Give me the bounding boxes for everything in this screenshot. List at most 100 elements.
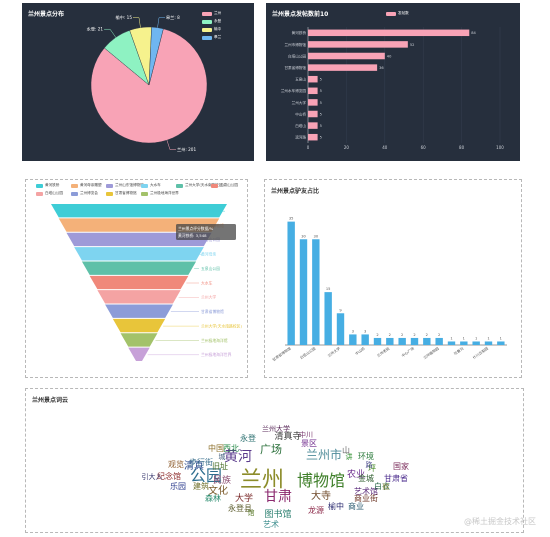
- pie-label-line: [166, 140, 177, 150]
- funnel-legend-item[interactable]: 白塔山公园: [36, 191, 63, 196]
- wordcloud-word: 文化: [208, 484, 228, 497]
- funnel-chart-panel: 黄河铁桥 黄河母亲雕塑 兰州山东馆博物馆 大水车 兰州大学(天水南路校区) 五泉山公园白塔…: [25, 179, 248, 378]
- funnel-level: [81, 261, 197, 275]
- pie-legend-label: 永登: [214, 19, 222, 23]
- x-tick-label: 兰州大学: [326, 345, 341, 358]
- ratio-bar-panel: 兰州景点驴友占比 35 30 30 15 9 3 3 2 2 2 2 2 2 1 1 1 1 1 甘肃省博物馆 白塔山…: [264, 179, 522, 378]
- wordcloud-word: 馆: [248, 508, 255, 517]
- funnel-legend-label: 大水车: [150, 183, 161, 187]
- bar: [312, 239, 320, 345]
- funnel-level-label: 兰州极地海洋世界: [201, 352, 232, 357]
- bar-value-label: 35: [289, 217, 294, 221]
- funnel-legend-label: 甘肃省博物馆: [115, 191, 137, 195]
- funnel-level: [66, 232, 212, 247]
- funnel-legend-swatch: [71, 183, 78, 188]
- funnel-legend-label: 白塔山公园: [45, 191, 63, 195]
- funnel-legend-item[interactable]: 兰州博览会: [71, 191, 98, 196]
- bar-value-label: 52: [410, 43, 415, 47]
- funnel-level: [89, 275, 189, 290]
- wordcloud-word: 山: [342, 445, 350, 455]
- y-tick-label: 滨河路: [295, 135, 306, 140]
- wordcloud-word: 兰州市: [306, 447, 342, 462]
- bar: [308, 99, 318, 106]
- wordcloud-word: 永登: [240, 433, 256, 443]
- bar: [299, 239, 308, 345]
- funnel-legend-swatch: [106, 191, 113, 196]
- funnel-legend-item[interactable]: 兰州大学(天水南路校区): [176, 183, 224, 188]
- bar: [324, 292, 332, 345]
- wordcloud-word: 森林: [205, 493, 221, 503]
- pie-label-line: [157, 17, 165, 28]
- y-tick-label: 兰州市博物馆: [284, 42, 306, 47]
- funnel-legend-swatch: [71, 191, 78, 196]
- funnel-legend-item[interactable]: 五泉山公园: [211, 183, 238, 188]
- wordcloud-word: 兰州大学: [262, 424, 290, 433]
- y-tick-label: 甘肃省博物馆: [284, 65, 306, 70]
- bar-value-label: 1: [487, 336, 489, 340]
- funnel-legend-item[interactable]: 甘肃省博物馆: [106, 191, 137, 196]
- funnel-level-label: 黄河母亲: [201, 252, 216, 257]
- wordcloud-word: 甘肃省: [384, 473, 408, 483]
- funnel-level: [128, 347, 150, 361]
- ratio-bar-title: 兰州景点驴友占比: [271, 188, 320, 195]
- funnel-legend-item[interactable]: 兰州极地海洋世界: [141, 191, 179, 196]
- funnel-legend-label: 黄河母亲雕塑: [80, 183, 102, 187]
- wordcloud-word: 讲: [346, 452, 353, 461]
- bar: [361, 334, 369, 345]
- bar-value-label: 5: [320, 78, 322, 82]
- wordcloud-word: 黄河: [224, 448, 252, 465]
- y-tick-label: 五泉山: [295, 77, 306, 82]
- funnel-legend-label: 兰州山东馆博物馆: [115, 183, 144, 187]
- wordcloud-word: 国家: [393, 461, 409, 471]
- funnel-legend-item[interactable]: 大水车: [141, 183, 161, 188]
- bar: [308, 87, 318, 95]
- pie-legend-item[interactable]: 永登: [202, 19, 221, 24]
- funnel-legend-label: 兰州博览会: [80, 191, 98, 195]
- funnel-level-label: 兰州极地海洋馆: [201, 338, 228, 343]
- bar: [398, 337, 406, 345]
- bar: [472, 341, 480, 345]
- funnel-legend-swatch: [36, 183, 43, 188]
- wordcloud-word: 景区: [301, 439, 317, 448]
- bar-value-label: 5: [320, 112, 322, 116]
- y-tick-label: 白塔山公园: [288, 53, 306, 58]
- pie-slice-label: 兰州: 201: [177, 146, 196, 152]
- wordcloud-word: 甘肃: [264, 489, 292, 505]
- funnel-legend-item[interactable]: 黄河母亲雕塑: [71, 183, 102, 188]
- bar-value-label: 30: [301, 234, 306, 238]
- funnel-legend-item[interactable]: 黄河铁桥: [36, 183, 59, 188]
- bar-value-label: 2: [389, 333, 391, 337]
- funnel-chart: 黄河铁桥五泉山博物馆白塔山公园黄河母亲五泉山公园大水车兰州大学甘肃省博物馆兰州大…: [51, 204, 242, 361]
- wordcloud-title: 兰州景点词云: [32, 397, 69, 404]
- bar: [423, 337, 431, 345]
- funnel-legend-item[interactable]: 兰州山东馆博物馆: [106, 183, 144, 188]
- funnel-level: [112, 318, 166, 333]
- funnel-level: [97, 290, 181, 304]
- bar-value-label: 5: [320, 136, 322, 140]
- x-tick-label: 兰州植物园: [422, 345, 440, 360]
- funnel-level: [105, 304, 173, 318]
- bar: [386, 337, 394, 345]
- wordcloud-word: 乐园: [170, 481, 186, 491]
- bar: [373, 337, 382, 345]
- funnel-legend-swatch: [141, 191, 148, 196]
- funnel-tooltip-title: 兰州景点评分数据/%: [178, 226, 214, 231]
- wordcloud-word: 大寺: [311, 489, 331, 502]
- wordcloud-word: 观览: [168, 459, 184, 469]
- wordcloud-word: 清真: [184, 459, 204, 472]
- pie-legend-swatch: [202, 35, 212, 40]
- pie-legend-label: 皋兰: [214, 35, 222, 39]
- bar: [308, 75, 318, 83]
- top-posts-bar-panel: 兰州景点发帖数前10 发帖数 0 20 40 60 80 100 黄河铁桥 84 兰州市博物馆 5…: [266, 3, 520, 161]
- wordcloud-word: 图书馆: [264, 508, 291, 520]
- wordcloud-word: 中国: [208, 443, 224, 453]
- wordcloud-word: 胜: [383, 482, 390, 491]
- funnel-tooltip: [176, 224, 236, 240]
- bar: [497, 341, 505, 345]
- wordcloud-word: 广场: [260, 442, 282, 456]
- top-posts-legend[interactable]: 发帖数: [386, 11, 409, 16]
- bar: [435, 337, 443, 345]
- pie-legend-item[interactable]: 榆中: [202, 27, 221, 32]
- pie-legend-item[interactable]: 皋兰: [202, 35, 221, 40]
- pie-legend-item[interactable]: 兰州: [202, 11, 221, 16]
